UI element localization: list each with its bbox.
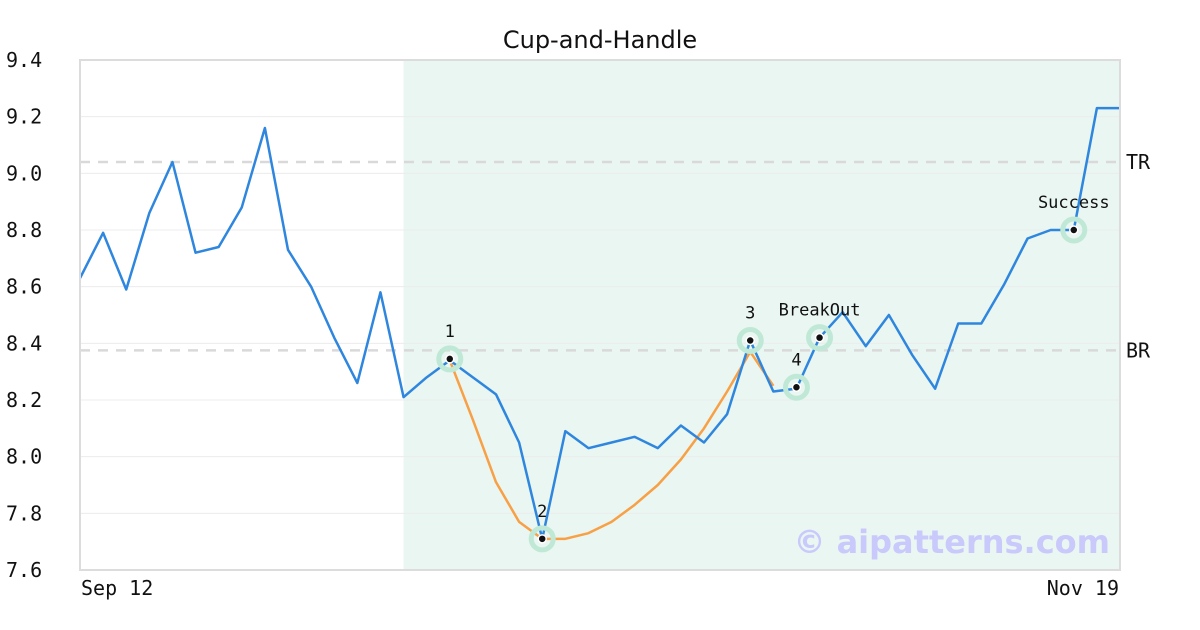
annotation-label: 3 bbox=[745, 304, 755, 324]
y-tick-label: 8.6 bbox=[6, 275, 42, 299]
annotation-dot bbox=[1069, 225, 1079, 235]
chart-title: Cup-and-Handle bbox=[503, 26, 697, 54]
y-tick-label: 9.0 bbox=[6, 161, 42, 185]
price-line bbox=[78, 106, 1120, 541]
annotation-label: 2 bbox=[537, 502, 547, 522]
y-tick-label: 8.8 bbox=[6, 218, 42, 242]
annotation-label: 1 bbox=[445, 322, 455, 342]
plot-frame bbox=[79, 59, 1121, 571]
y-tick-label: 9.2 bbox=[6, 105, 42, 129]
annotation-ring bbox=[528, 525, 556, 553]
pattern-highlight-band bbox=[403, 60, 1120, 570]
annotation-dot bbox=[745, 335, 755, 346]
reference-line-label: BR bbox=[1126, 338, 1151, 362]
y-tick-label: 8.2 bbox=[6, 388, 42, 412]
x-axis-ticks: Sep 12 Nov 19 bbox=[81, 576, 1119, 600]
y-tick-label: 8.4 bbox=[6, 331, 42, 355]
reference-line-label: TR bbox=[1126, 150, 1151, 174]
annotation-ring bbox=[806, 324, 834, 352]
reference-lines: TR BR bbox=[80, 150, 1151, 362]
y-tick-label: 9.4 bbox=[6, 48, 42, 72]
annotation-dot bbox=[791, 382, 802, 392]
y-tick-label: 7.8 bbox=[6, 501, 42, 525]
annotation-label: 4 bbox=[791, 350, 801, 370]
x-tick-label: Nov 19 bbox=[1047, 576, 1119, 600]
annotation-dot bbox=[537, 534, 547, 544]
annotation-ring bbox=[736, 327, 764, 354]
annotation-dot bbox=[814, 332, 825, 343]
annotation-label: Success bbox=[1038, 193, 1110, 213]
y-axis-ticks: 9.4 9.2 9.0 8.8 8.6 8.4 8.2 8.0 7.8 7.6 bbox=[6, 48, 42, 582]
watermark: © aipatterns.com bbox=[793, 523, 1110, 561]
annotation-markers: 1 2 3 4 BreakOut Success bbox=[436, 193, 1110, 553]
annotation-ring bbox=[436, 345, 464, 373]
annotation-dot bbox=[445, 354, 455, 364]
y-tick-label: 8.0 bbox=[6, 445, 42, 469]
annotation-label: BreakOut bbox=[779, 301, 861, 321]
annotation-ring bbox=[782, 373, 810, 401]
y-tick-label: 7.6 bbox=[6, 558, 42, 582]
annotation-ring bbox=[1060, 216, 1088, 244]
x-tick-label: Sep 12 bbox=[81, 576, 153, 600]
pattern-line bbox=[448, 350, 775, 541]
